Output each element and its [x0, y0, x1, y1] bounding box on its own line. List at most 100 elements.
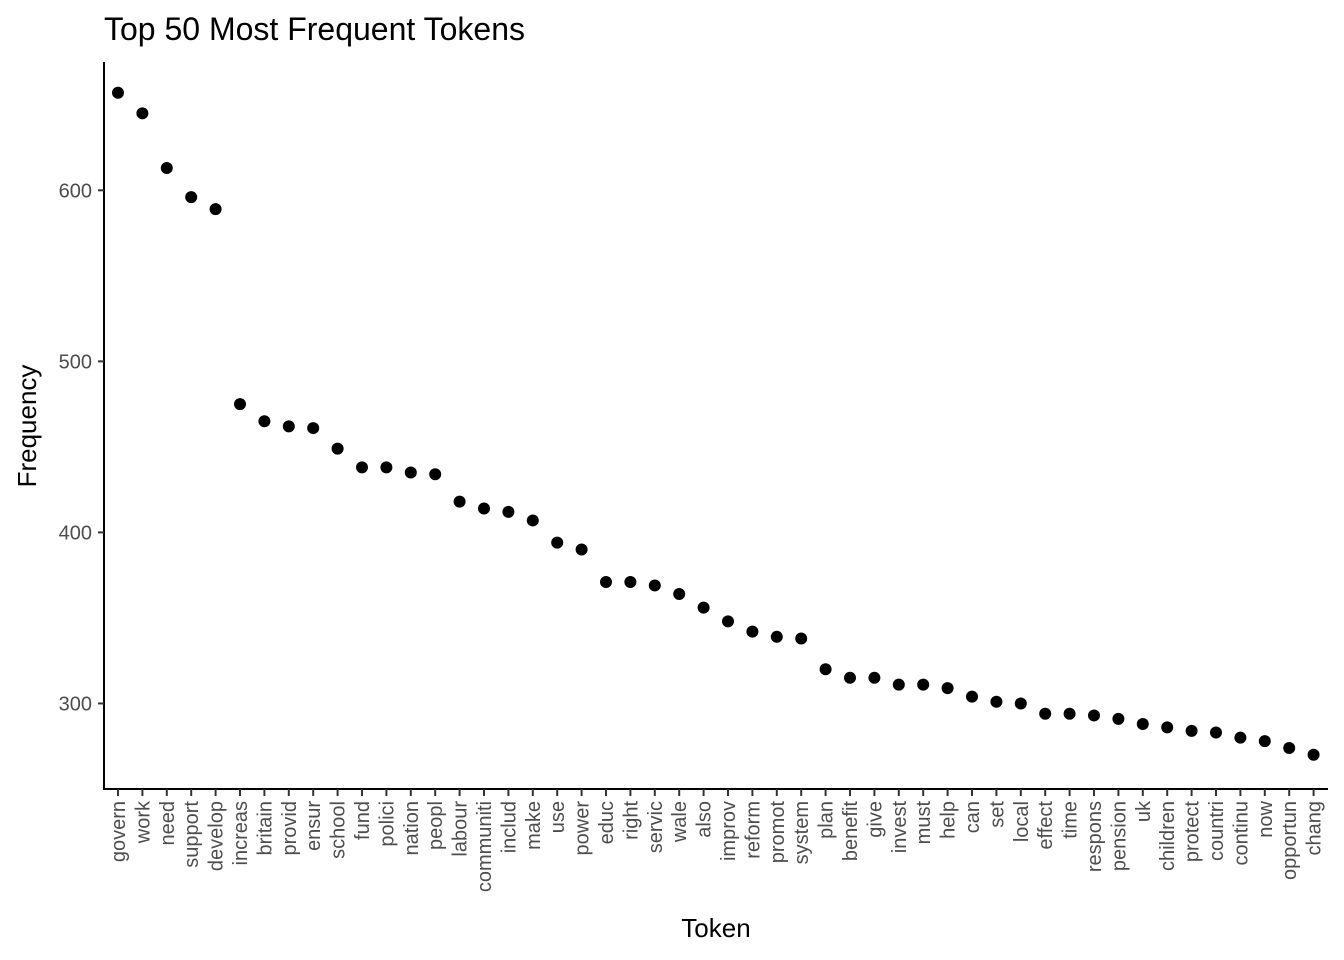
x-tick-label: peopl [425, 801, 447, 850]
y-tick-label: 400 [59, 522, 92, 544]
x-tick-label: need [157, 801, 179, 846]
x-tick-label: reform [742, 801, 764, 859]
y-tick-label: 500 [59, 351, 92, 373]
data-point [844, 671, 856, 684]
data-point [453, 495, 466, 508]
x-tick-label: promot [767, 801, 789, 864]
data-point [282, 420, 295, 433]
data-point [478, 502, 490, 515]
chart-title: Top 50 Most Frequent Tokens [104, 11, 525, 47]
data-point [356, 461, 368, 474]
data-point [1283, 741, 1296, 754]
data-point [795, 632, 808, 645]
x-tick-label: also [694, 801, 716, 838]
x-tick-label: countri [1206, 801, 1228, 861]
data-point [990, 695, 1003, 708]
x-tick-label: improv [718, 801, 740, 861]
data-point [1234, 731, 1247, 744]
data-point [673, 587, 686, 600]
x-tick-label: system [791, 801, 813, 864]
data-point [185, 191, 198, 204]
data-point [819, 663, 832, 676]
data-point [380, 461, 393, 474]
x-tick-label: power [572, 801, 594, 856]
data-points [112, 86, 1320, 761]
data-point [1307, 748, 1320, 761]
data-point [868, 671, 881, 684]
data-point [746, 625, 759, 638]
x-tick-label: school [328, 801, 350, 859]
x-tick-label: time [1060, 801, 1082, 839]
data-point [258, 415, 271, 428]
data-point [1258, 735, 1271, 748]
x-tick-label: use [547, 801, 569, 833]
y-axis-title: Frequency [12, 365, 42, 488]
data-point [722, 615, 734, 628]
data-point [1210, 726, 1222, 739]
data-point [1185, 724, 1198, 737]
x-tick-label: respons [1084, 801, 1106, 872]
data-point [697, 601, 710, 614]
data-point [1063, 707, 1076, 720]
x-tick-label: provid [279, 801, 301, 855]
x-tick-label: ensur [303, 801, 325, 851]
x-tick-label: chang [1304, 801, 1326, 856]
x-tick-label: benefit [840, 801, 862, 861]
x-tick-label: continu [1230, 801, 1252, 866]
y-tick-label: 300 [59, 693, 92, 715]
x-tick-label: now [1255, 800, 1277, 837]
data-point [502, 505, 515, 518]
data-point [1039, 707, 1052, 720]
x-tick-label: increas [230, 801, 252, 865]
data-point [160, 162, 173, 175]
x-tick-label: educ [596, 801, 618, 844]
data-point [770, 630, 783, 643]
data-point [917, 678, 930, 691]
x-axis: govern work need support develop increas brita… [103, 788, 1328, 892]
data-point [1088, 709, 1100, 722]
data-point [209, 203, 222, 216]
x-axis-title: Token [681, 913, 750, 943]
data-point [331, 442, 344, 455]
x-tick-label: must [913, 801, 935, 845]
x-tick-label: communiti [474, 801, 496, 892]
x-tick-label: develop [206, 801, 228, 871]
x-tick-label: govern [108, 801, 130, 862]
data-point [112, 86, 124, 99]
data-point [307, 422, 320, 435]
data-point [624, 576, 637, 589]
x-tick-label: make [523, 801, 545, 850]
y-tick-label: 600 [59, 180, 92, 202]
x-tick-label: opportun [1279, 801, 1301, 880]
data-point [1136, 717, 1149, 730]
data-point [892, 678, 905, 691]
data-point [551, 536, 564, 549]
data-point [966, 690, 978, 703]
x-tick-label: local [1011, 801, 1033, 842]
x-tick-label: children [1157, 801, 1179, 871]
x-tick-label: set [986, 801, 1008, 828]
x-tick-label: protect [1182, 801, 1204, 863]
x-tick-label: servic [645, 801, 667, 853]
x-tick-label: give [864, 801, 886, 838]
data-point [404, 466, 417, 479]
data-point [941, 682, 954, 695]
x-tick-label: invest [889, 801, 911, 854]
x-tick-label: includ [498, 801, 520, 853]
data-point [600, 576, 612, 589]
data-point [1112, 712, 1125, 725]
data-point [429, 468, 442, 481]
x-tick-label: uk [1133, 800, 1155, 822]
data-point [575, 543, 588, 556]
x-tick-label: work [132, 800, 154, 844]
x-tick-label: effect [1035, 801, 1057, 850]
data-point [1161, 721, 1174, 734]
x-tick-label: help [938, 801, 960, 839]
x-tick-label: can [962, 801, 984, 833]
x-tick-label: support [181, 801, 203, 868]
x-tick-label: right [620, 801, 642, 840]
data-point [136, 107, 149, 120]
x-tick-label: britain [254, 801, 276, 855]
x-tick-label: polici [376, 801, 398, 847]
